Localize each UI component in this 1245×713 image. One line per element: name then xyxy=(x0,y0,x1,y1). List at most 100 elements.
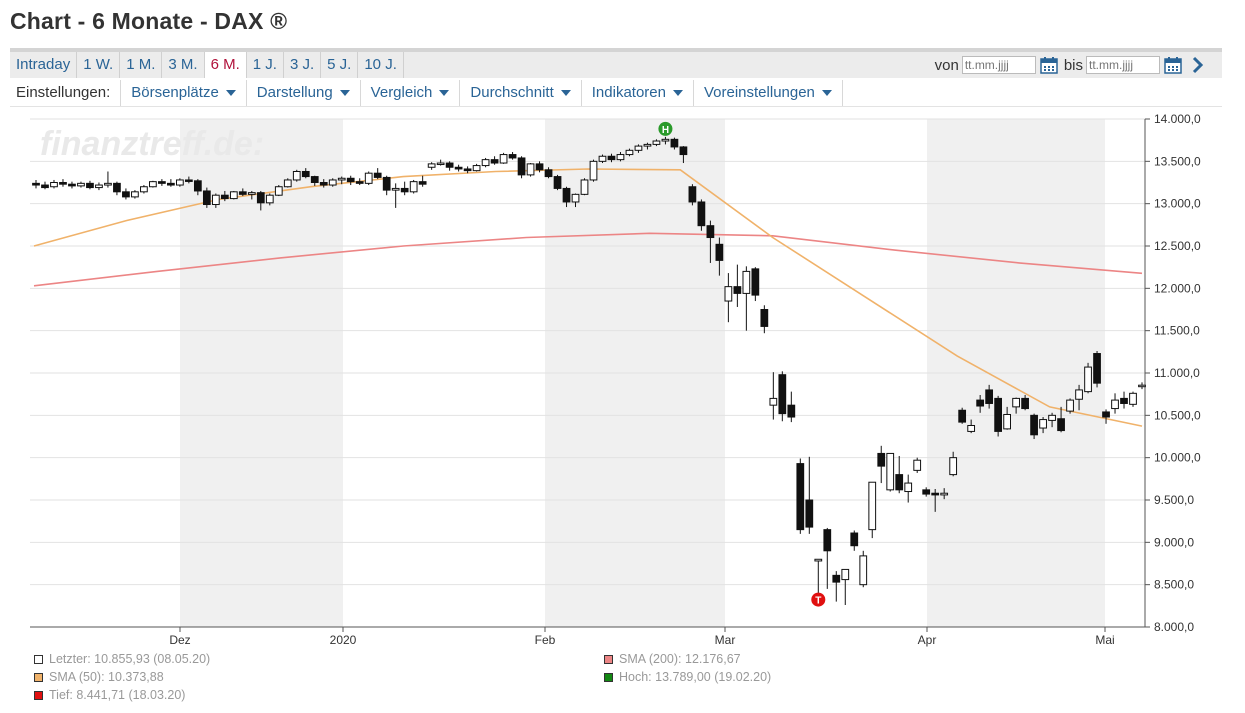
menu-3[interactable]: Vergleich xyxy=(361,79,461,106)
candle-body xyxy=(265,194,274,204)
candle-body xyxy=(95,184,103,189)
candle-body xyxy=(418,181,427,185)
legend-swatch xyxy=(34,690,43,700)
calendar-icon[interactable] xyxy=(1164,56,1182,74)
candle xyxy=(688,184,697,206)
menu-5[interactable]: Indikatoren xyxy=(582,79,694,106)
menu-label: Indikatoren xyxy=(591,83,666,101)
menu-2[interactable]: Darstellung xyxy=(247,79,361,106)
candle-body xyxy=(1111,399,1119,410)
candle xyxy=(59,179,67,187)
legend-text: Letzter: 10.855,93 (08.05.20) xyxy=(49,652,211,666)
candle-body xyxy=(193,180,202,192)
candle xyxy=(850,530,859,551)
menu-label: Vergleich xyxy=(370,83,433,101)
candle xyxy=(661,136,670,145)
candle-body xyxy=(256,192,265,204)
legend-text: Tief: 8.441,71 (18.03.20) xyxy=(49,688,186,702)
legend-item: Tief: 8.441,71 (18.03.20) xyxy=(34,688,185,702)
candle-body xyxy=(445,162,454,168)
tab-1-m[interactable]: 1 M. xyxy=(120,52,163,78)
candle-body xyxy=(310,176,319,184)
menu-4[interactable]: Durchschnitt xyxy=(460,79,582,106)
candle xyxy=(787,391,796,423)
candle-body xyxy=(895,474,904,491)
candle-body xyxy=(661,138,670,142)
y-tick-label: 13.000,0 xyxy=(1154,197,1201,211)
from-date-input[interactable] xyxy=(961,56,1036,74)
y-tick-label: 9.500,0 xyxy=(1154,493,1194,507)
candle-body xyxy=(292,170,301,181)
candle-body xyxy=(949,457,958,476)
y-tick-label: 11.000,0 xyxy=(1154,366,1200,380)
y-tick-label: 11.500,0 xyxy=(1154,324,1200,338)
tab-1-j[interactable]: 1 J. xyxy=(247,52,284,78)
candle xyxy=(41,181,49,190)
tab-6-m[interactable]: 6 M. xyxy=(204,52,247,78)
candle xyxy=(373,168,382,180)
candle xyxy=(292,169,301,182)
date-range: von bis xyxy=(935,54,1204,76)
candle-body xyxy=(382,176,391,191)
y-tick-label: 10.500,0 xyxy=(1154,408,1201,422)
candle xyxy=(68,181,76,189)
y-tick-label: 8.000,0 xyxy=(1154,620,1194,634)
divider xyxy=(10,106,1222,107)
candle xyxy=(175,178,184,187)
candle xyxy=(679,146,688,164)
candle xyxy=(427,162,436,170)
candle-body xyxy=(751,268,760,296)
calendar-icon[interactable] xyxy=(1040,56,1058,74)
low-marker: T xyxy=(811,592,826,607)
candle-body xyxy=(985,389,994,404)
menu-label: Börsenplätze xyxy=(131,83,219,101)
candle xyxy=(1093,350,1101,388)
candle xyxy=(607,153,616,163)
candle-body xyxy=(238,191,247,195)
candle xyxy=(742,266,751,331)
candle xyxy=(256,190,265,211)
candle xyxy=(472,163,481,172)
candle xyxy=(418,175,427,187)
candle-body xyxy=(904,482,913,493)
candle-body xyxy=(814,558,823,562)
candle xyxy=(886,452,895,492)
timeframe-toolbar: Intraday 1 W. 1 M. 3 M. 6 M. 1 J. 3 J. 5 J. 10 J… xyxy=(10,48,1222,78)
candle xyxy=(670,137,679,150)
high-marker: H xyxy=(658,121,673,136)
candle-body xyxy=(967,424,976,432)
tab-3-m[interactable]: 3 M. xyxy=(162,52,205,78)
candle-body xyxy=(229,191,238,200)
chevron-right-icon[interactable] xyxy=(1192,56,1204,74)
candle xyxy=(77,181,85,188)
y-tick-label: 10.000,0 xyxy=(1154,451,1201,465)
tab-5-j[interactable]: 5 J. xyxy=(321,52,359,78)
candle-body xyxy=(553,176,562,189)
tab-3-j[interactable]: 3 J. xyxy=(284,52,322,78)
x-tick-label: Apr xyxy=(918,633,937,647)
to-date-input[interactable] xyxy=(1086,56,1160,74)
menu-1[interactable]: Börsenplätze xyxy=(121,79,247,106)
x-tick-label: Dez xyxy=(169,633,190,647)
watermark: finanztreff.de: xyxy=(40,125,264,163)
candle-body xyxy=(247,192,256,195)
candle-body xyxy=(301,170,310,178)
candle xyxy=(913,457,922,473)
candle-body xyxy=(1030,414,1038,436)
candle-body xyxy=(436,162,445,166)
chevron-down-icon xyxy=(560,89,571,96)
page-title: Chart - 6 Monate - DAX ® xyxy=(10,8,288,34)
candle-body xyxy=(517,157,526,176)
legend-text: Hoch: 13.789,00 (19.02.20) xyxy=(619,670,772,684)
tab-intraday[interactable]: Intraday xyxy=(10,52,78,78)
candle-body xyxy=(787,404,796,418)
legend-swatch xyxy=(34,672,43,682)
tab-1-w[interactable]: 1 W. xyxy=(77,52,121,78)
menu-6[interactable]: Voreinstellungen xyxy=(694,79,843,106)
candle-body xyxy=(868,481,877,531)
candle xyxy=(562,186,571,208)
tab-10-j[interactable]: 10 J. xyxy=(358,52,404,78)
candle-body xyxy=(68,183,76,187)
candle xyxy=(1075,384,1083,411)
chevron-down-icon xyxy=(439,89,450,96)
